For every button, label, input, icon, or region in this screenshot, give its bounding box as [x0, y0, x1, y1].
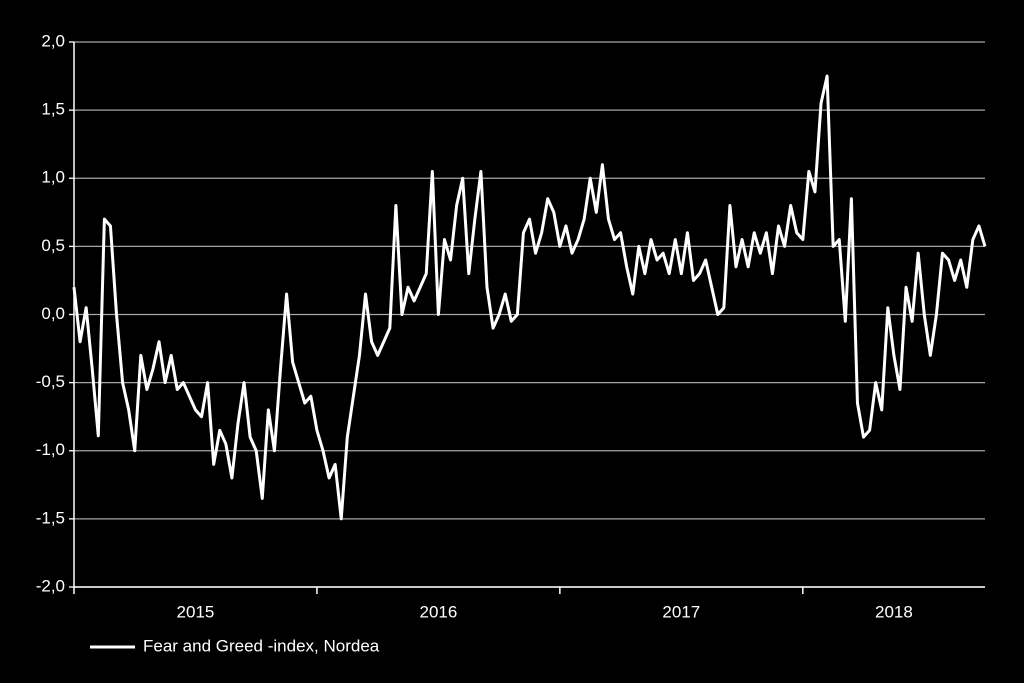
x-tick-label: 2018: [875, 602, 913, 621]
legend-label: Fear and Greed -index, Nordea: [143, 636, 380, 655]
y-tick-label: 0,0: [41, 304, 65, 323]
y-tick-label: 1,5: [41, 100, 65, 119]
y-tick-label: 0,5: [41, 236, 65, 255]
x-tick-label: 2016: [419, 602, 457, 621]
y-tick-label: 1,0: [41, 168, 65, 187]
y-tick-label: -0,5: [36, 372, 65, 391]
y-tick-label: -2,0: [36, 576, 65, 595]
data-line: [72, 74, 987, 521]
y-tick-label: -1,5: [36, 508, 65, 527]
x-tick-label: 2017: [662, 602, 700, 621]
y-tick-label: 2,0: [41, 31, 65, 50]
x-tick-label: 2015: [177, 602, 215, 621]
y-tick-label: -1,0: [36, 440, 65, 459]
